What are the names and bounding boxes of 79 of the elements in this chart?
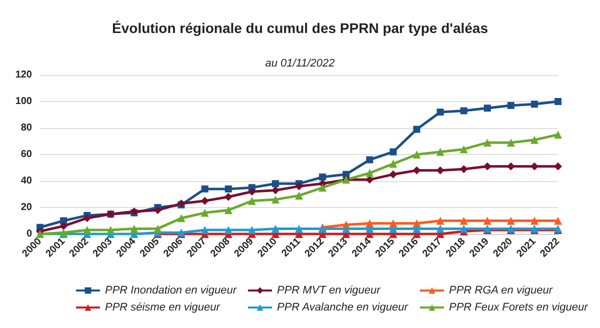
legend-label: PPR MVT en vigueur xyxy=(277,284,382,296)
point xyxy=(106,226,115,234)
point xyxy=(554,216,562,225)
point xyxy=(154,224,162,233)
point xyxy=(436,148,444,156)
point xyxy=(389,170,398,178)
point xyxy=(319,174,326,181)
point xyxy=(295,224,303,233)
point xyxy=(506,216,515,225)
point xyxy=(530,216,538,225)
y-tick-label: 100 xyxy=(15,96,32,107)
point xyxy=(412,224,421,233)
y-tick-label: 0 xyxy=(26,228,32,240)
y-tick-label: 40 xyxy=(20,176,32,186)
point xyxy=(342,224,350,233)
point xyxy=(389,224,398,233)
point xyxy=(248,196,256,205)
point xyxy=(412,166,421,174)
point xyxy=(224,192,232,201)
point xyxy=(483,216,492,225)
y-tick-label: 120 xyxy=(15,70,32,80)
point xyxy=(460,216,468,225)
point xyxy=(554,98,562,105)
point xyxy=(530,136,538,144)
y-tick-label: 60 xyxy=(20,149,32,160)
point xyxy=(83,214,92,222)
point xyxy=(224,185,232,192)
point xyxy=(554,162,562,170)
point xyxy=(389,160,398,168)
chart-title: Évolution régionale du cumul des PPRN par type d'aléas xyxy=(112,20,488,36)
point xyxy=(436,108,444,116)
point xyxy=(224,226,232,234)
point xyxy=(224,206,232,214)
point xyxy=(130,224,138,233)
point xyxy=(200,196,209,205)
legend-label: PPR RGA en vigueur xyxy=(449,284,554,296)
legend-label: PPR Feux Forets en vigueur xyxy=(449,302,590,314)
point xyxy=(83,226,92,234)
point xyxy=(436,216,444,225)
point xyxy=(271,196,280,204)
point xyxy=(272,180,279,188)
point xyxy=(154,206,162,214)
point xyxy=(271,186,280,194)
point xyxy=(507,102,514,109)
point xyxy=(60,222,68,230)
point xyxy=(436,166,444,174)
point xyxy=(413,126,420,133)
legend-label: PPR Inondation en vigueur xyxy=(105,284,238,296)
point xyxy=(366,156,374,164)
point xyxy=(200,226,209,234)
point xyxy=(390,148,397,156)
point xyxy=(200,208,209,217)
point xyxy=(436,224,444,233)
point xyxy=(366,224,374,233)
point xyxy=(295,182,303,190)
point xyxy=(366,169,374,178)
legend-label: PPR séisme en vigueur xyxy=(105,302,222,314)
point xyxy=(484,104,491,112)
point xyxy=(295,192,303,200)
point xyxy=(177,214,186,222)
point xyxy=(412,150,421,158)
point xyxy=(318,184,327,192)
point xyxy=(248,226,256,234)
y-tick-label: 80 xyxy=(20,122,32,134)
point xyxy=(483,138,492,147)
point xyxy=(271,224,280,233)
legend-label: PPR Avalanche en vigueur xyxy=(277,302,410,314)
point xyxy=(554,130,562,139)
point xyxy=(460,224,468,233)
point xyxy=(506,138,515,147)
point xyxy=(460,145,468,154)
point xyxy=(530,100,538,108)
point xyxy=(483,162,492,170)
point xyxy=(460,107,468,114)
point xyxy=(201,185,208,192)
chart-subtitle: au 01/11/2022 xyxy=(265,58,335,70)
point xyxy=(248,188,256,196)
y-tick-label: 20 xyxy=(20,202,32,213)
point xyxy=(460,165,468,174)
